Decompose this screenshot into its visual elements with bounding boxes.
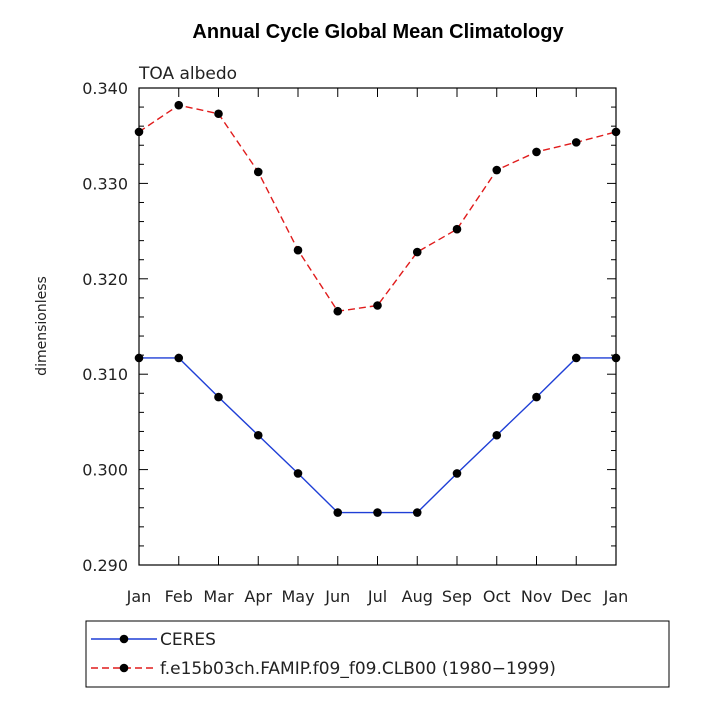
x-tick-label: Nov bbox=[521, 587, 552, 606]
y-axis-label: dimensionless bbox=[34, 276, 50, 376]
x-tick-label: Feb bbox=[165, 587, 193, 606]
y-tick-label: 0.300 bbox=[82, 461, 128, 480]
series-1-point bbox=[571, 353, 581, 363]
x-tick-label: Oct bbox=[483, 587, 511, 606]
series-1-point bbox=[214, 392, 223, 402]
x-tick-label: Jun bbox=[324, 587, 350, 606]
series-1-point bbox=[611, 353, 621, 363]
x-tick-label: Apr bbox=[244, 587, 272, 606]
legend-label-2: f.e15b03ch.FAMIP.f09_f09.CLB00 (1980−199… bbox=[160, 659, 556, 679]
y-tick-label: 0.330 bbox=[82, 174, 128, 193]
series-2-point bbox=[373, 301, 382, 310]
y-tick-label: 0.340 bbox=[82, 79, 128, 98]
series-1-point bbox=[373, 508, 382, 517]
x-axis: Jan Feb Mar Apr May Jun Jul Aug Sep Oct Nov Dec Jan bbox=[126, 88, 629, 606]
legend-box bbox=[85, 620, 670, 688]
x-tick-label: Jan bbox=[603, 587, 629, 606]
legend-label-1: CERES bbox=[160, 630, 216, 650]
chart-subtitle: TOA albedo bbox=[138, 64, 237, 84]
plot-frame bbox=[138, 87, 617, 566]
x-tick-label: May bbox=[281, 587, 314, 606]
legend-marker-1 bbox=[119, 634, 129, 644]
series-1-point bbox=[452, 469, 462, 478]
series-1-point bbox=[532, 392, 541, 402]
series-2-point bbox=[333, 306, 343, 316]
series-line-2 bbox=[138, 104, 617, 312]
series-1-point bbox=[253, 430, 263, 440]
y-tick-label: 0.310 bbox=[82, 365, 128, 384]
series-2-point bbox=[492, 165, 502, 175]
series-1-point bbox=[174, 353, 184, 363]
series-2-point bbox=[293, 245, 303, 255]
x-tick-label: Jan bbox=[126, 587, 152, 606]
series-points bbox=[134, 100, 621, 517]
series-2-point bbox=[611, 127, 621, 137]
series-2-point bbox=[253, 167, 263, 177]
x-tick-label: Jul bbox=[367, 587, 387, 606]
y-tick-label: 0.320 bbox=[82, 270, 128, 289]
x-tick-label: Dec bbox=[561, 587, 592, 606]
series-2-point bbox=[532, 147, 541, 157]
series-2-point bbox=[214, 109, 223, 119]
series-2-point bbox=[452, 224, 462, 234]
series-2-point bbox=[571, 138, 581, 147]
series-line-1 bbox=[139, 357, 616, 514]
x-tick-label: Sep bbox=[442, 587, 472, 606]
series-2-point bbox=[412, 247, 422, 257]
x-tick-label: Aug bbox=[402, 587, 433, 606]
y-axis: 0.290 0.300 0.310 0.320 0.330 0.340 bbox=[82, 79, 616, 575]
x-tick-label: Mar bbox=[203, 587, 234, 606]
legend-marker-2 bbox=[119, 663, 129, 673]
series-1-point bbox=[333, 508, 343, 517]
series-1-point bbox=[134, 353, 144, 363]
y-tick-label: 0.290 bbox=[82, 556, 128, 575]
series-2-point bbox=[134, 127, 144, 137]
series-1-point bbox=[412, 508, 422, 517]
legend: CERES f.e15b03ch.FAMIP.f09_f09.CLB00 (198… bbox=[91, 630, 556, 679]
series-1-point bbox=[492, 430, 502, 440]
series-2-point bbox=[174, 100, 184, 110]
chart-title: Annual Cycle Global Mean Climatology bbox=[192, 21, 564, 43]
series-1-point bbox=[293, 469, 303, 478]
